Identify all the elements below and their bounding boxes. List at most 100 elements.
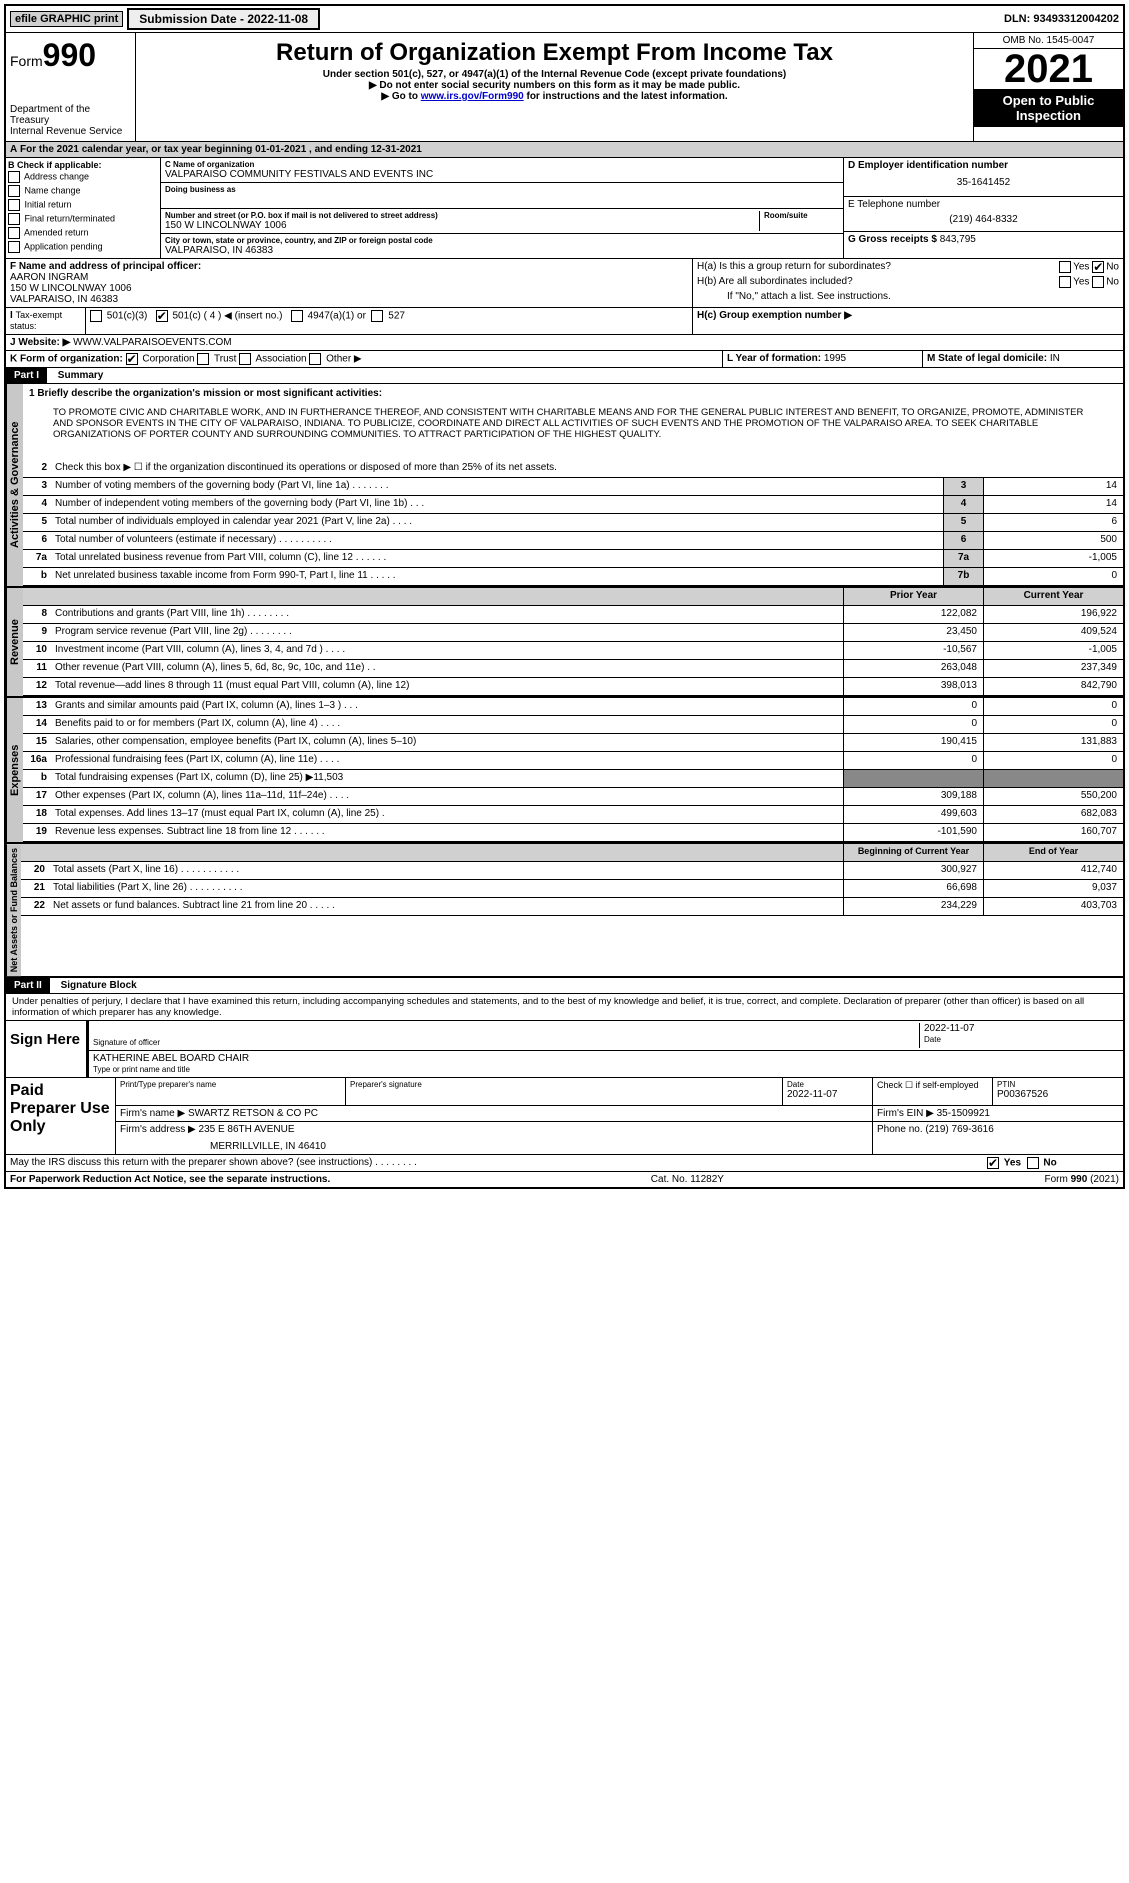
tax-year: 2021 bbox=[974, 49, 1123, 89]
prep-sig-label: Preparer's signature bbox=[350, 1080, 778, 1089]
vlabel-gov: Activities & Governance bbox=[6, 384, 23, 586]
mission-text: TO PROMOTE CIVIC AND CHARITABLE WORK, AN… bbox=[23, 403, 1123, 460]
row-klm: K Form of organization: Corporation Trus… bbox=[6, 351, 1123, 368]
part2-header: Part II bbox=[6, 978, 50, 993]
table-row: 4Number of independent voting members of… bbox=[23, 496, 1123, 514]
firm-ein: 35-1509921 bbox=[937, 1108, 990, 1119]
table-row: 15Salaries, other compensation, employee… bbox=[23, 734, 1123, 752]
d-label: D Employer identification number bbox=[848, 160, 1008, 171]
sig-date: 2022-11-07 bbox=[924, 1023, 1119, 1034]
footer-left: For Paperwork Reduction Act Notice, see … bbox=[10, 1174, 330, 1185]
firm-addr1: 235 E 86TH AVENUE bbox=[199, 1124, 295, 1135]
street-address: 150 W LINCOLNWAY 1006 bbox=[165, 220, 759, 231]
perjury-text: Under penalties of perjury, I declare th… bbox=[6, 994, 1123, 1021]
table-row: 21Total liabilities (Part X, line 26) . … bbox=[21, 880, 1123, 898]
city-state-zip: VALPARAISO, IN 46383 bbox=[165, 245, 839, 256]
prep-date: 2022-11-07 bbox=[787, 1089, 868, 1100]
table-row: 9Program service revenue (Part VIII, lin… bbox=[23, 624, 1123, 642]
table-row: 6Total number of volunteers (estimate if… bbox=[23, 532, 1123, 550]
ptin: P00367526 bbox=[997, 1089, 1119, 1100]
form-label: Form bbox=[10, 53, 43, 69]
revenue-section: Revenue Prior Year Current Year 8Contrib… bbox=[6, 588, 1123, 698]
l-label: L Year of formation: bbox=[727, 353, 821, 364]
subtitle-2: ▶ Do not enter social security numbers o… bbox=[140, 80, 969, 91]
ptin-label: PTIN bbox=[997, 1080, 1119, 1089]
ha-label: H(a) Is this a group return for subordin… bbox=[697, 261, 891, 273]
open-to-public: Open to Public Inspection bbox=[974, 89, 1123, 127]
discuss: May the IRS discuss this return with the… bbox=[6, 1155, 983, 1171]
officer-and-h: F Name and address of principal officer:… bbox=[6, 259, 1123, 308]
table-row: 3Number of voting members of the governi… bbox=[23, 478, 1123, 496]
irs-link[interactable]: www.irs.gov/Form990 bbox=[421, 91, 524, 102]
col-beg: Beginning of Current Year bbox=[843, 844, 983, 861]
table-row: 5Total number of individuals employed in… bbox=[23, 514, 1123, 532]
part2-title: Signature Block bbox=[53, 978, 145, 993]
ein: 35-1641452 bbox=[848, 171, 1119, 194]
governance-section: Activities & Governance 1 Briefly descri… bbox=[6, 384, 1123, 588]
phone: (219) 464-8332 bbox=[848, 210, 1119, 229]
sig-officer-label: Signature of officer bbox=[93, 1038, 160, 1047]
date-label: Date bbox=[924, 1035, 941, 1044]
firm-ein-label: Firm's EIN ▶ bbox=[877, 1108, 934, 1119]
table-row: 20Total assets (Part X, line 16) . . . .… bbox=[21, 862, 1123, 880]
type-name-label: Type or print name and title bbox=[93, 1065, 190, 1074]
table-row: 19Revenue less expenses. Subtract line 1… bbox=[23, 824, 1123, 842]
efile-label: efile GRAPHIC print bbox=[10, 11, 123, 27]
vlabel-exp: Expenses bbox=[6, 698, 23, 842]
table-row: 12Total revenue—add lines 8 through 11 (… bbox=[23, 678, 1123, 696]
prep-date-label: Date bbox=[787, 1080, 868, 1089]
expenses-section: Expenses 13Grants and similar amounts pa… bbox=[6, 698, 1123, 844]
discuss-row: May the IRS discuss this return with the… bbox=[6, 1155, 1123, 1172]
dln: DLN: 93493312004202 bbox=[1004, 13, 1119, 25]
hc-label: H(c) Group exemption number ▶ bbox=[697, 310, 852, 321]
goto-post: for instructions and the latest informat… bbox=[524, 91, 728, 102]
irs-label: Internal Revenue Service bbox=[10, 126, 131, 137]
form-header: Form990 Department of the Treasury Inter… bbox=[6, 33, 1123, 142]
row-i-hc: I Tax-exempt status: 501(c)(3) 501(c) ( … bbox=[6, 308, 1123, 335]
table-row: bTotal fundraising expenses (Part IX, co… bbox=[23, 770, 1123, 788]
dba-label: Doing business as bbox=[165, 185, 839, 194]
goto-pre: ▶ Go to bbox=[381, 91, 420, 102]
line1-label: 1 Briefly describe the organization's mi… bbox=[29, 388, 382, 399]
firm-phone-label: Phone no. bbox=[877, 1124, 923, 1135]
signature-block: Sign Here Signature of officer 2022-11-0… bbox=[6, 1021, 1123, 1078]
firm-name: SWARTZ RETSON & CO PC bbox=[188, 1108, 318, 1119]
f-label: F Name and address of principal officer: bbox=[10, 261, 201, 272]
part1-title: Summary bbox=[50, 368, 112, 383]
domicile: IN bbox=[1050, 353, 1060, 364]
paid-preparer: Paid Preparer Use Only Print/Type prepar… bbox=[6, 1078, 1123, 1155]
officer-addr1: 150 W LINCOLNWAY 1006 bbox=[10, 283, 132, 294]
org-name: VALPARAISO COMMUNITY FESTIVALS AND EVENT… bbox=[165, 169, 839, 180]
table-row: 11Other revenue (Part VIII, column (A), … bbox=[23, 660, 1123, 678]
col-prior: Prior Year bbox=[843, 588, 983, 605]
subtitle-1: Under section 501(c), 527, or 4947(a)(1)… bbox=[140, 69, 969, 80]
paid-label: Paid Preparer Use Only bbox=[6, 1078, 116, 1154]
year-formation: 1995 bbox=[824, 353, 846, 364]
table-row: 16aProfessional fundraising fees (Part I… bbox=[23, 752, 1123, 770]
officer-name: AARON INGRAM bbox=[10, 272, 88, 283]
table-row: 8Contributions and grants (Part VIII, li… bbox=[23, 606, 1123, 624]
form-page: efile GRAPHIC print Submission Date - 20… bbox=[4, 4, 1125, 1189]
submission-date: Submission Date - 2022-11-08 bbox=[127, 8, 320, 30]
table-row: 22Net assets or fund balances. Subtract … bbox=[21, 898, 1123, 916]
part1-header: Part I bbox=[6, 368, 47, 383]
vlabel-rev: Revenue bbox=[6, 588, 23, 696]
row-j: J Website: ▶ WWW.VALPARAISOEVENTS.COM bbox=[6, 335, 1123, 351]
e-label: E Telephone number bbox=[848, 199, 1119, 210]
hb-note: If "No," attach a list. See instructions… bbox=[697, 291, 1119, 302]
city-label: City or town, state or province, country… bbox=[165, 236, 839, 245]
firm-addr-label: Firm's address ▶ bbox=[120, 1124, 196, 1135]
sign-here: Sign Here bbox=[6, 1021, 86, 1077]
b-label: B Check if applicable: bbox=[8, 160, 102, 170]
check-self: Check ☐ if self-employed bbox=[873, 1078, 993, 1105]
entity-info: B Check if applicable: Address change Na… bbox=[6, 158, 1123, 259]
vlabel-net: Net Assets or Fund Balances bbox=[6, 844, 21, 976]
officer-addr2: VALPARAISO, IN 46383 bbox=[10, 294, 118, 305]
col-end: End of Year bbox=[983, 844, 1123, 861]
g-label: G Gross receipts $ bbox=[848, 234, 937, 245]
j-label: Website: ▶ bbox=[18, 337, 70, 348]
i-label: Tax-exempt status: bbox=[10, 310, 62, 331]
firm-phone: (219) 769-3616 bbox=[925, 1124, 993, 1135]
firm-addr2: MERRILLVILLE, IN 46410 bbox=[120, 1135, 868, 1152]
form-number: 990 bbox=[43, 37, 96, 73]
